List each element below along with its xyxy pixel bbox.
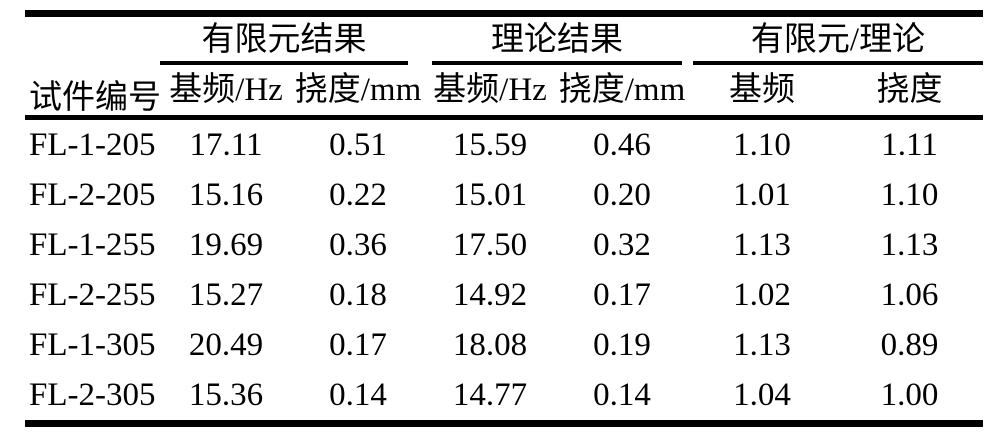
column-header-ratio-frequency: 基频 xyxy=(688,65,836,120)
table-row: FL-1-305 20.49 0.17 18.08 0.19 1.13 0.89 xyxy=(25,320,983,370)
table-cell: 0.20 xyxy=(593,176,651,213)
column-header-ratio-deflection: 挠度 xyxy=(836,65,984,120)
table-cell: 0.17 xyxy=(329,326,387,363)
table-cell: 15.16 xyxy=(188,176,264,213)
specimen-id-cell: FL-1-205 xyxy=(29,126,156,163)
table-cell: 0.51 xyxy=(329,126,387,163)
results-table: 试件编号 有限元结果 理论结果 有限元/理论 基频/Hz 挠度/mm 基频/Hz… xyxy=(25,10,984,427)
specimen-id-cell: FL-1-255 xyxy=(29,226,156,263)
table-cell: 14.77 xyxy=(452,376,528,413)
table-cell: 1.11 xyxy=(881,126,938,163)
table-cell: 1.13 xyxy=(733,226,791,263)
specimen-id-cell: FL-2-205 xyxy=(29,176,156,213)
column-header-fem-frequency: 基频/Hz xyxy=(160,65,292,120)
table-cell: 19.69 xyxy=(188,226,264,263)
table-row: FL-2-205 15.16 0.22 15.01 0.20 1.01 1.10 xyxy=(25,170,983,220)
table-cell: 1.02 xyxy=(733,276,791,313)
table-row: FL-1-255 19.69 0.36 17.50 0.32 1.13 1.13 xyxy=(25,220,983,270)
specimen-id-cell: FL-1-305 xyxy=(29,326,156,363)
table-cell: 15.59 xyxy=(452,126,528,163)
table-cell: 17.50 xyxy=(452,226,528,263)
table-cell: 15.01 xyxy=(452,176,528,213)
table-row: FL-2-305 15.36 0.14 14.77 0.14 1.04 1.00 xyxy=(25,370,983,424)
specimen-id-cell: FL-2-255 xyxy=(29,276,156,313)
table-cell: 0.14 xyxy=(593,376,651,413)
table-cell: 15.27 xyxy=(188,276,264,313)
table-cell: 1.04 xyxy=(733,376,791,413)
table-cell: 0.36 xyxy=(329,226,387,263)
table-cell: 0.32 xyxy=(593,226,651,263)
table-cell: 18.08 xyxy=(452,326,528,363)
table-cell: 0.14 xyxy=(329,376,387,413)
table-cell: 17.11 xyxy=(189,126,263,163)
group-label-fem-results: 有限元结果 xyxy=(160,17,408,65)
column-group-fem-theory-ratio: 有限元/理论 xyxy=(688,14,984,65)
table-cell: 1.10 xyxy=(880,176,939,213)
table-cell: 1.01 xyxy=(733,176,791,213)
column-group-fem-results: 有限元结果 xyxy=(160,14,424,65)
table-cell: 1.13 xyxy=(733,326,791,363)
group-label-fem-theory-ratio: 有限元/理论 xyxy=(693,17,984,65)
table-cell: 0.19 xyxy=(593,326,651,363)
column-header-theory-frequency: 基频/Hz xyxy=(424,65,556,120)
table-cell: 0.89 xyxy=(880,326,939,363)
table-cell: 15.36 xyxy=(188,376,264,413)
group-label-theory-results: 理论结果 xyxy=(432,17,682,65)
column-header-fem-deflection: 挠度/mm xyxy=(292,65,424,120)
table-cell: 0.17 xyxy=(593,276,651,313)
table-cell: 1.13 xyxy=(880,226,939,263)
table-cell: 0.18 xyxy=(329,276,387,313)
table-cell: 14.92 xyxy=(452,276,528,313)
table-row: FL-1-205 17.11 0.51 15.59 0.46 1.10 1.11 xyxy=(25,118,983,171)
table-cell: 1.06 xyxy=(880,276,939,313)
column-group-theory-results: 理论结果 xyxy=(424,14,688,65)
table-cell: 20.49 xyxy=(188,326,264,363)
column-header-specimen-id: 试件编号 xyxy=(25,13,161,120)
column-header-theory-deflection: 挠度/mm xyxy=(556,65,688,120)
table-cell: 0.22 xyxy=(329,176,387,213)
table-cell: 1.00 xyxy=(880,376,939,413)
header-group-row: 试件编号 有限元结果 理论结果 有限元/理论 xyxy=(25,13,984,120)
table-row: FL-2-255 15.27 0.18 14.92 0.17 1.02 1.06 xyxy=(25,270,983,320)
header-sub-row: 基频/Hz 挠度/mm 基频/Hz 挠度/mm 基频 挠度 xyxy=(25,65,984,120)
table-cell: 0.46 xyxy=(593,126,651,163)
specimen-id-cell: FL-2-305 xyxy=(29,376,156,413)
table-cell: 1.10 xyxy=(733,126,791,163)
